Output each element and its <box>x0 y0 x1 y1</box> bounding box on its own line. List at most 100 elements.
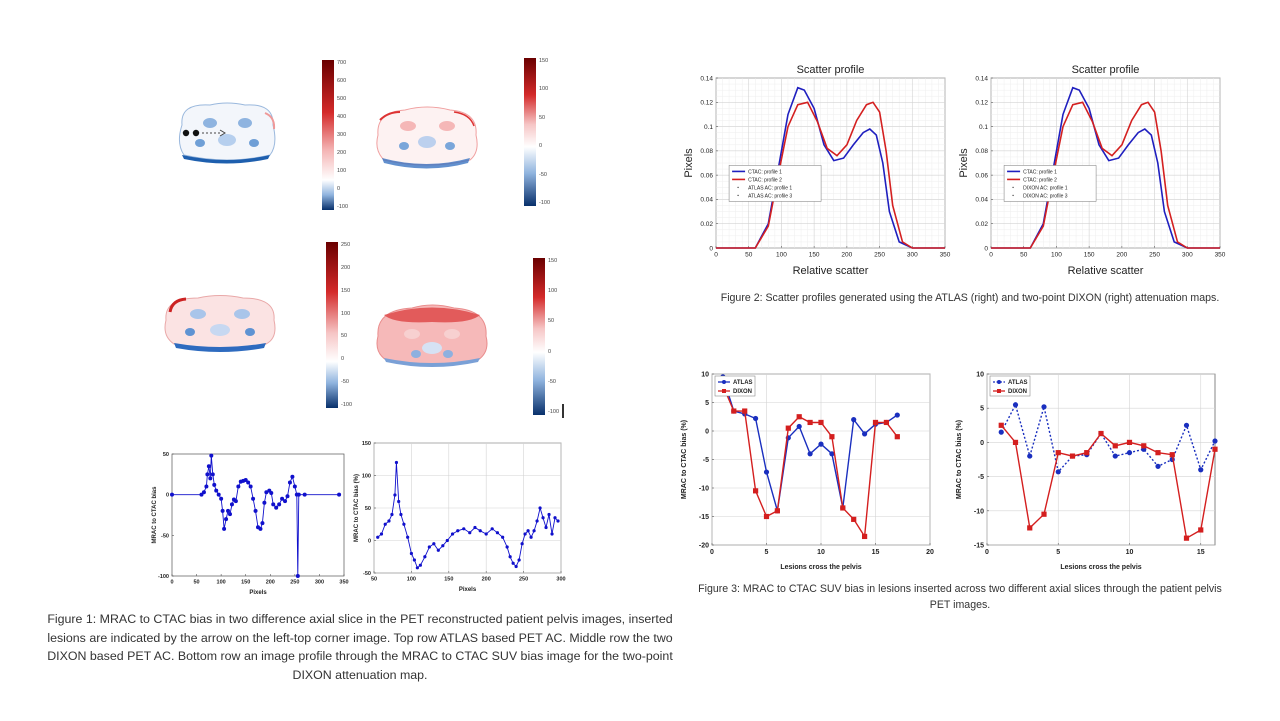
data-point <box>529 535 533 539</box>
data-point <box>538 506 542 510</box>
colorbar-tick: -100 <box>539 199 551 206</box>
data-point <box>390 512 394 517</box>
data-point <box>246 480 251 485</box>
x-tick-label: 15 <box>1197 549 1205 556</box>
data-point <box>406 535 410 539</box>
colorbar-tick: -100 <box>337 204 349 210</box>
x-tick-label: 50 <box>371 577 377 583</box>
legend-marker <box>722 389 726 393</box>
colorbar-tick: 150 <box>539 58 549 64</box>
y-axis-label: Pixels <box>683 148 695 178</box>
colorbar-tick: 0 <box>341 356 345 363</box>
y-tick-label: 0.04 <box>700 197 713 204</box>
x-tick-label: 150 <box>1084 252 1095 259</box>
data-point <box>1212 446 1218 452</box>
legend-marker <box>997 389 1001 393</box>
colorbar-4-ticks: 150 100 50 0 -50 -100 <box>548 258 559 415</box>
figure-1-caption: Figure 1: MRAC to CTAC bias in two diffe… <box>47 612 673 682</box>
data-point <box>883 419 889 426</box>
data-point <box>894 412 900 418</box>
data-point <box>547 512 551 517</box>
x-tick-label: 350 <box>339 580 348 586</box>
data-point <box>1041 404 1047 410</box>
data-point <box>236 484 241 489</box>
y-tick-label: 5 <box>705 400 709 407</box>
y-tick-label: 0 <box>368 538 371 544</box>
data-point <box>387 519 391 523</box>
y-tick-label: -10 <box>699 485 709 492</box>
data-point <box>201 490 206 495</box>
data-point <box>763 513 770 520</box>
data-point <box>774 508 780 514</box>
data-point <box>520 542 524 546</box>
data-point <box>285 494 290 499</box>
y-tick-label: 0 <box>166 493 169 499</box>
data-point <box>508 555 512 559</box>
data-point <box>204 484 209 489</box>
legend-label: ATLAS <box>733 380 753 386</box>
y-tick-label: 0 <box>705 428 709 435</box>
x-axis-label: Pixels <box>249 590 267 596</box>
series-line <box>991 86 1220 249</box>
colorbar-tick: -50 <box>341 379 349 386</box>
colorbar-tick: 200 <box>341 264 351 271</box>
data-point <box>462 527 466 531</box>
data-point <box>220 508 225 513</box>
data-point <box>1183 422 1190 428</box>
x-tick-label: 350 <box>1215 252 1226 259</box>
bias-image-atlas-slice-1 <box>178 102 276 164</box>
series-line <box>1000 424 1216 540</box>
x-tick-label: 200 <box>266 580 275 586</box>
data-point <box>229 502 234 507</box>
bias-image-dixon-slice-1 <box>164 295 276 352</box>
y-tick-label: 0.02 <box>975 221 988 228</box>
data-point <box>1155 463 1161 469</box>
x-tick-label: 0 <box>710 549 714 556</box>
data-point <box>1055 450 1061 456</box>
legend-swatch <box>737 194 739 197</box>
x-tick-label: 50 <box>194 580 200 586</box>
colorbar-tick: 400 <box>337 114 347 120</box>
data-point <box>199 492 204 497</box>
data-point <box>753 415 759 422</box>
data-point <box>1112 443 1118 449</box>
data-point <box>1055 469 1061 475</box>
data-point <box>227 512 232 517</box>
colorbar-tick: 600 <box>337 78 347 84</box>
profile-plot-right: 50 100 150 200 250 300 150 100 50 0 -50 Pixels MRAC … <box>354 441 566 593</box>
colorbar-tick: 100 <box>539 86 549 93</box>
legend-label: DIXON AC: profile 3 <box>1023 193 1068 199</box>
data-point <box>274 505 279 510</box>
y-tick-label: 0.02 <box>700 221 713 228</box>
data-point <box>1041 511 1047 517</box>
legend-label: ATLAS AC: profile 1 <box>748 185 792 191</box>
data-point <box>423 555 427 559</box>
x-tick-label: 100 <box>407 577 416 583</box>
scatter-profile-atlas: 0 50 100 150 200 250 300 350 0 0.02 0.04 0.06 0.08 0.… <box>683 64 951 277</box>
data-point <box>829 451 835 457</box>
y-tick-label: 150 <box>362 441 371 447</box>
data-point <box>216 492 221 497</box>
data-point <box>445 538 449 543</box>
colorbar-tick: 100 <box>341 310 351 317</box>
y-tick-label: 0.14 <box>975 75 988 82</box>
data-point <box>269 491 274 496</box>
y-tick-label: -20 <box>699 542 709 549</box>
y-tick-label: 0 <box>984 245 988 252</box>
colorbar-tick: -100 <box>548 408 560 415</box>
data-point <box>456 529 460 533</box>
scatter-profile-dixon: 0 50 100 150 200 250 300 350 0 0.02 0.04 0.06 0.08 0.… <box>958 64 1226 277</box>
data-point <box>402 522 406 526</box>
data-point <box>222 526 227 531</box>
x-tick-label: 250 <box>290 580 299 586</box>
x-tick-label: 200 <box>482 577 491 583</box>
data-point <box>393 493 397 497</box>
plot-area <box>986 373 1216 546</box>
data-point <box>785 425 791 431</box>
data-point <box>394 460 399 465</box>
data-point <box>544 525 548 530</box>
data-point <box>829 434 835 440</box>
data-point <box>1084 450 1090 456</box>
legend-label: ATLAS <box>1008 380 1028 386</box>
data-point <box>412 558 416 562</box>
